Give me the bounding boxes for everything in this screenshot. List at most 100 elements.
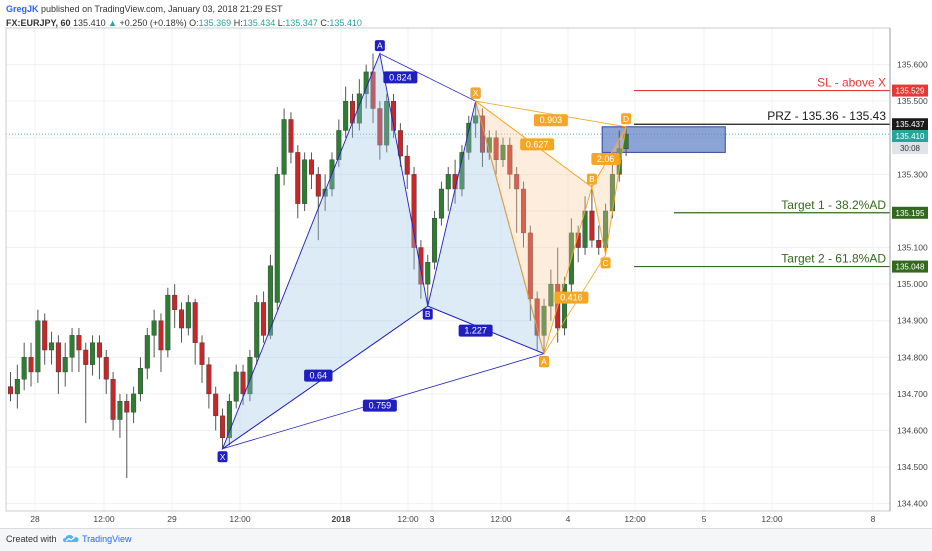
price-tick-label: 134.800 bbox=[897, 352, 928, 362]
symbol-label: FX:EURJPY, 60 bbox=[6, 18, 71, 28]
orange-ac-line bbox=[543, 254, 606, 354]
low-value: 135.347 bbox=[285, 18, 318, 28]
candle-body bbox=[28, 357, 34, 373]
blue-ratio-box bbox=[362, 399, 397, 412]
candle-body bbox=[377, 108, 383, 146]
candle-body bbox=[49, 342, 55, 351]
candle-body bbox=[295, 152, 301, 204]
orange-point-label: C bbox=[603, 258, 609, 268]
candle-body bbox=[288, 119, 294, 153]
orange-point-marker bbox=[470, 87, 481, 99]
time-tick-label: 12:00 bbox=[624, 514, 646, 524]
price-tick-label: 134.600 bbox=[897, 426, 928, 436]
candle-body bbox=[261, 302, 267, 336]
candle-body bbox=[596, 240, 602, 248]
candle-body bbox=[14, 379, 20, 395]
candle-body bbox=[356, 93, 362, 124]
blue-point-marker bbox=[217, 451, 228, 463]
price-tag-label: 135.048 bbox=[896, 263, 925, 272]
candle-body bbox=[220, 415, 226, 439]
header-line-2: FX:EURJPY, 60 135.410 ▲ +0.250 (+0.18%) … bbox=[6, 16, 362, 30]
harmonic-patterns: 0.824 1.227 0.64 0.759 X A B C D 0.903 0.627 2.06 0.… bbox=[217, 40, 632, 463]
level-label: Target 2 - 61.8%AD bbox=[781, 252, 886, 266]
countdown-label: 30:08 bbox=[900, 144, 921, 153]
price-tag bbox=[892, 118, 928, 131]
candle-body bbox=[589, 210, 595, 241]
blue-ratio-label: 0.824 bbox=[389, 72, 412, 82]
orange-ratio-box bbox=[520, 138, 555, 151]
candle-body bbox=[35, 320, 41, 373]
candle-body bbox=[151, 320, 157, 336]
countdown-tag bbox=[892, 142, 928, 155]
candle-body bbox=[322, 188, 328, 197]
created-with-text: Created with bbox=[6, 534, 57, 544]
tradingview-logo-icon bbox=[63, 535, 79, 542]
chart-header: GregJK published on TradingView.com, Jan… bbox=[6, 2, 362, 30]
tradingview-brand[interactable]: TradingView bbox=[82, 534, 132, 544]
time-tick-label: 12:00 bbox=[397, 514, 419, 524]
candle-body bbox=[117, 401, 123, 420]
blue-ratio-box bbox=[458, 324, 493, 337]
price-tag bbox=[892, 206, 928, 219]
blue-ratio-label: 0.759 bbox=[369, 401, 392, 411]
candle-body bbox=[302, 159, 308, 204]
price-change: +0.250 (+0.18%) bbox=[119, 18, 187, 28]
candle-body bbox=[131, 393, 137, 413]
orange-point-marker bbox=[539, 356, 550, 368]
candle-body bbox=[562, 283, 568, 329]
candle-body bbox=[527, 232, 533, 299]
time-tick-label: 12:00 bbox=[761, 514, 783, 524]
candle-body bbox=[432, 218, 438, 263]
candle-body bbox=[281, 119, 287, 175]
blue-point-marker bbox=[374, 40, 385, 52]
price-tag bbox=[892, 84, 928, 97]
candle-body bbox=[267, 265, 273, 336]
price-tag-label: 135.529 bbox=[896, 87, 925, 96]
candle-body bbox=[343, 100, 349, 131]
candle-body bbox=[411, 174, 417, 248]
candle-body bbox=[83, 349, 89, 365]
blue-point-label: A bbox=[377, 41, 383, 51]
header-line-1: GregJK published on TradingView.com, Jan… bbox=[6, 2, 362, 16]
price-chart[interactable]: 0.824 1.227 0.64 0.759 X A B C D 0.903 0.627 2.06 0.… bbox=[0, 0, 932, 528]
candle-body bbox=[226, 401, 232, 439]
candle-body bbox=[308, 159, 314, 175]
author-name[interactable]: GregJK bbox=[6, 4, 39, 14]
candle-body bbox=[425, 261, 431, 285]
candle-body bbox=[192, 302, 198, 343]
candle-body bbox=[541, 305, 547, 336]
price-tick-label: 135.600 bbox=[897, 60, 928, 70]
candle-body bbox=[96, 342, 102, 358]
orange-point-label: B bbox=[589, 174, 595, 184]
candle-body bbox=[274, 174, 280, 303]
level-label: Target 1 - 38.2%AD bbox=[781, 198, 886, 212]
time-tick-label: 12:00 bbox=[229, 514, 251, 524]
last-price: 135.410 bbox=[73, 18, 106, 28]
candle-body bbox=[172, 294, 178, 310]
candle-body bbox=[178, 309, 184, 329]
orange-ratio-label: 0.627 bbox=[526, 139, 549, 149]
orange-ratio-box bbox=[533, 114, 568, 127]
candle-body bbox=[62, 357, 68, 373]
candle-body bbox=[90, 342, 96, 365]
blue-point-label: B bbox=[425, 309, 431, 319]
time-tick-label: 8 bbox=[871, 514, 876, 524]
candle-body bbox=[165, 294, 171, 351]
candle-body bbox=[110, 379, 116, 420]
blue-ratio-label: 1.227 bbox=[464, 326, 487, 336]
candle-body bbox=[575, 232, 581, 248]
axes: 134.400 134.500 134.600 134.700 134.800 134.9… bbox=[5, 27, 928, 524]
footer: Created with TradingView bbox=[0, 528, 932, 551]
candle-body bbox=[247, 357, 253, 395]
close-label: C: bbox=[320, 18, 330, 28]
orange-ratio-label: 0.416 bbox=[560, 293, 583, 303]
price-tag-label: 135.437 bbox=[896, 120, 925, 129]
blue-triangle-xab[interactable] bbox=[221, 52, 429, 451]
candle-body bbox=[418, 247, 424, 285]
open-value: 135.369 bbox=[198, 18, 232, 28]
candle-body bbox=[445, 174, 451, 190]
price-tick-label: 135.300 bbox=[897, 169, 928, 179]
candle-body bbox=[315, 174, 321, 197]
candle-body bbox=[185, 302, 191, 329]
candle-body bbox=[103, 357, 109, 380]
